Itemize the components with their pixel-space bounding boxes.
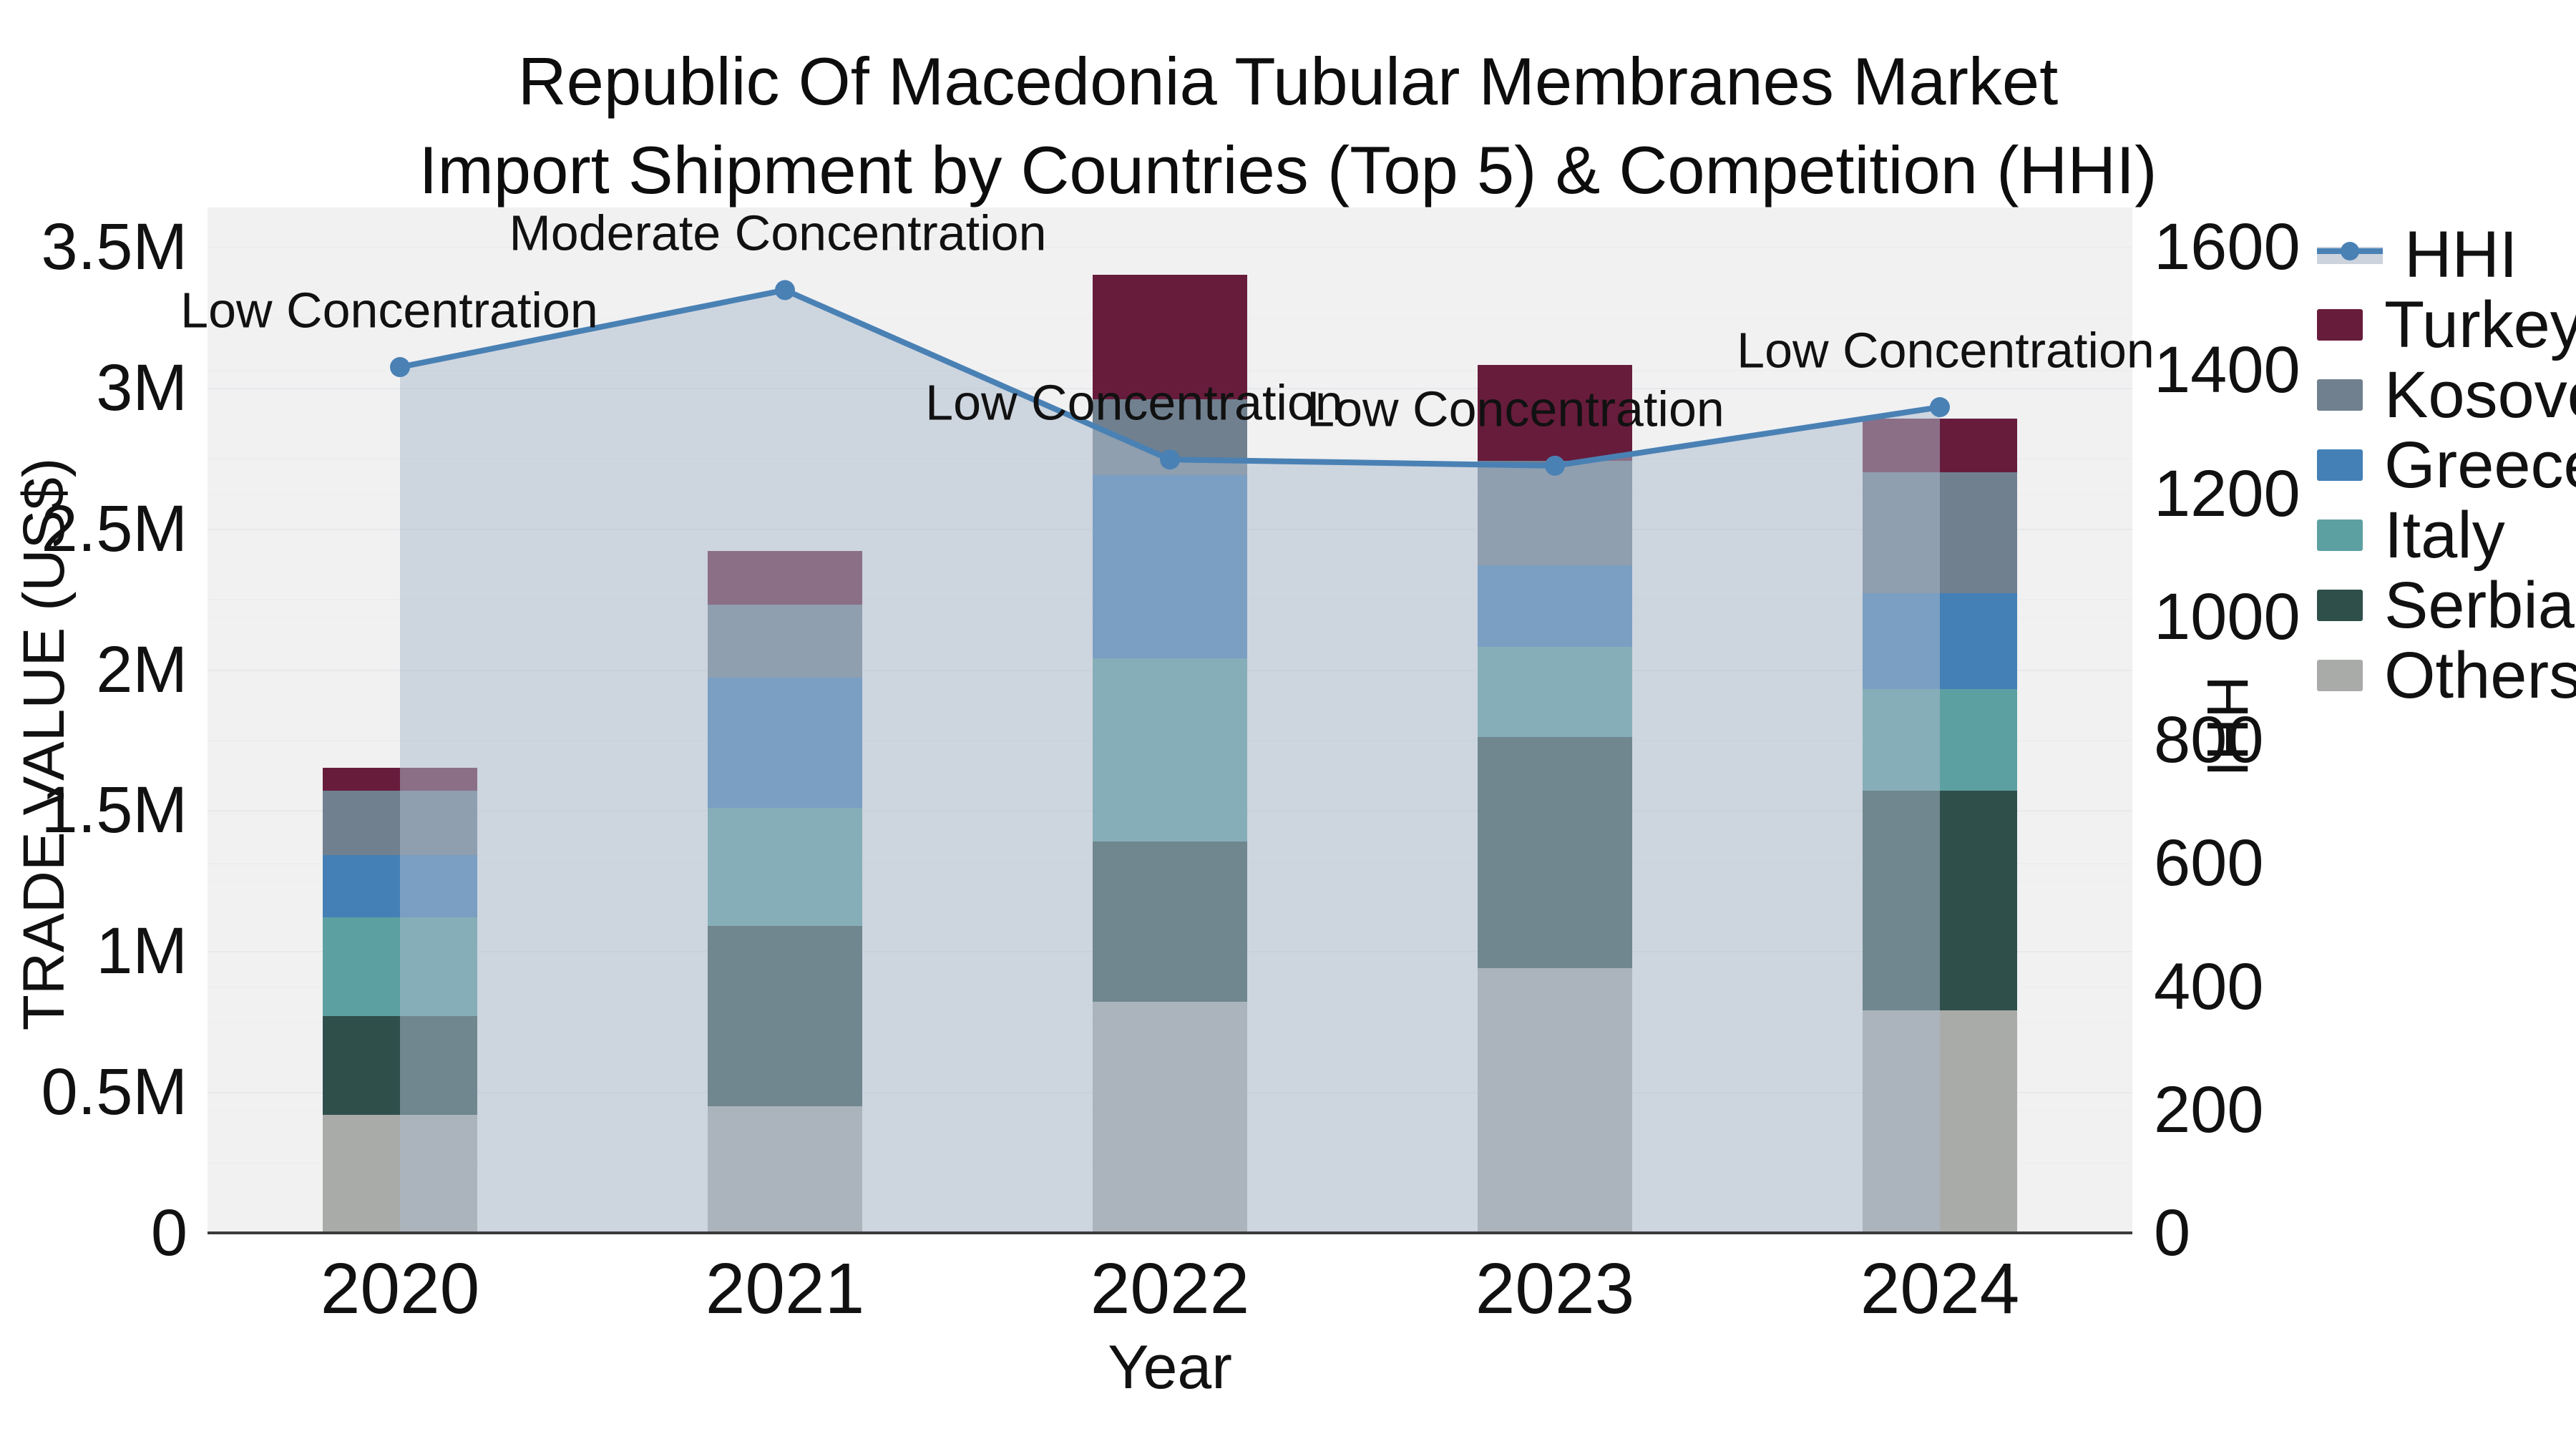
legend-label-turkey: Turkey bbox=[2384, 288, 2576, 361]
annotation-2021: Moderate Concentration bbox=[509, 205, 1047, 261]
hhi-line-layer bbox=[208, 208, 2132, 1233]
legend-label-italy: Italy bbox=[2384, 499, 2505, 572]
x-tick-2020: 2020 bbox=[320, 1249, 480, 1329]
x-tick-2024: 2024 bbox=[1860, 1249, 2020, 1329]
y-axis-right-title: HHI bbox=[2195, 675, 2260, 777]
y-right-tick-1000: 1000 bbox=[2154, 580, 2301, 653]
x-tick-2022: 2022 bbox=[1090, 1249, 1250, 1329]
y-left-tick-0.5M: 0.5M bbox=[41, 1055, 187, 1129]
bar-segment-2023-turkey[interactable] bbox=[1478, 365, 1632, 462]
y-right-tick-0: 0 bbox=[2154, 1196, 2191, 1269]
y-right-tick-600: 600 bbox=[2154, 826, 2264, 900]
y-left-tick-0: 0 bbox=[150, 1196, 187, 1269]
legend: HHITurkeyKosovoGreeceItalySerbiaOthers bbox=[2317, 222, 2576, 708]
annotation-2024: Low Concentration bbox=[1737, 322, 2155, 379]
annotation-2023: Low Concentration bbox=[1307, 381, 1724, 437]
x-axis-line bbox=[208, 1231, 2132, 1234]
legend-item-kosovo[interactable]: Kosovo bbox=[2317, 362, 2576, 428]
y-right-tick-1600: 1600 bbox=[2154, 210, 2301, 284]
y-left-tick-2M: 2M bbox=[96, 633, 187, 706]
y-right-tick-1200: 1200 bbox=[2154, 457, 2301, 530]
annotation-2022: Low Concentration bbox=[925, 374, 1343, 431]
chart-title: Republic Of Macedonia Tubular Membranes … bbox=[0, 37, 2576, 215]
gridline-hhi-1600 bbox=[208, 247, 2132, 248]
hhi-area-fill bbox=[400, 290, 1940, 1233]
hhi-marker-2022[interactable] bbox=[1160, 449, 1180, 470]
y-left-tick-1.5M: 1.5M bbox=[41, 774, 187, 847]
y-right-tick-400: 400 bbox=[2154, 950, 2264, 1023]
legend-item-turkey[interactable]: Turkey bbox=[2317, 292, 2576, 358]
x-tick-2021: 2021 bbox=[705, 1249, 865, 1329]
hhi-marker-2024[interactable] bbox=[1930, 397, 1950, 418]
legend-label-hhi: HHI bbox=[2404, 218, 2518, 291]
legend-swatch-italy-icon bbox=[2317, 519, 2363, 551]
x-axis-title: Year bbox=[1108, 1333, 1232, 1402]
legend-swatch-kosovo-icon bbox=[2317, 379, 2363, 411]
y-axis-left-title: TRADE VALUE (US$) bbox=[11, 457, 77, 1031]
legend-swatch-hhi-line-icon bbox=[2317, 234, 2383, 275]
legend-label-others: Others bbox=[2384, 639, 2576, 712]
hhi-marker-2021[interactable] bbox=[775, 280, 795, 301]
y-right-tick-800: 800 bbox=[2154, 703, 2264, 777]
chart-title-line1: Republic Of Macedonia Tubular Membranes … bbox=[517, 44, 2059, 119]
y-right-tick-200: 200 bbox=[2154, 1073, 2264, 1146]
legend-item-italy[interactable]: Italy bbox=[2317, 502, 2576, 568]
legend-swatch-serbia-icon bbox=[2317, 590, 2363, 621]
hhi-marker-2023[interactable] bbox=[1545, 455, 1565, 476]
legend-label-greece: Greece bbox=[2384, 429, 2576, 502]
annotation-2020: Low Concentration bbox=[180, 282, 598, 338]
hhi-chart-svg bbox=[390, 280, 1950, 1233]
x-tick-2023: 2023 bbox=[1475, 1249, 1635, 1329]
y-left-tick-2.5M: 2.5M bbox=[41, 492, 187, 565]
legend-swatch-turkey-icon bbox=[2317, 309, 2363, 341]
hhi-marker-2020[interactable] bbox=[390, 357, 410, 378]
y-right-tick-1400: 1400 bbox=[2154, 333, 2301, 407]
legend-item-hhi[interactable]: HHI bbox=[2317, 222, 2576, 288]
legend-label-kosovo: Kosovo bbox=[2384, 358, 2576, 431]
legend-item-serbia[interactable]: Serbia bbox=[2317, 572, 2576, 638]
bar-segment-2022-turkey[interactable] bbox=[1093, 275, 1247, 399]
legend-swatch-others-icon bbox=[2317, 660, 2363, 691]
y-left-tick-1M: 1M bbox=[96, 914, 187, 988]
legend-item-others[interactable]: Others bbox=[2317, 643, 2576, 708]
chart-title-line2: Import Shipment by Countries (Top 5) & C… bbox=[419, 132, 2157, 208]
y-left-tick-3M: 3M bbox=[96, 351, 187, 424]
legend-label-serbia: Serbia bbox=[2384, 569, 2575, 642]
legend-item-greece[interactable]: Greece bbox=[2317, 432, 2576, 498]
y-left-tick-3.5M: 3.5M bbox=[41, 210, 187, 284]
legend-swatch-greece-icon bbox=[2317, 449, 2363, 481]
